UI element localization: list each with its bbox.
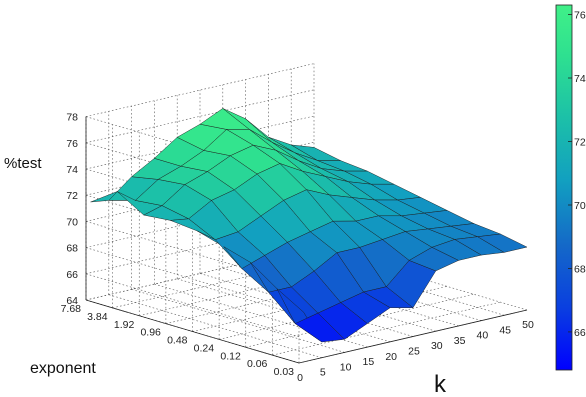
y-tick-label: 0.06 bbox=[247, 358, 268, 370]
colorbar-tick-label: 68 bbox=[574, 263, 586, 275]
grid-line bbox=[85, 89, 315, 144]
colorbar-tick-label: 72 bbox=[574, 137, 586, 149]
x-tick-label: 0 bbox=[297, 372, 303, 384]
colorbar-strip bbox=[555, 4, 573, 371]
z-tick-label: 68 bbox=[66, 243, 78, 255]
z-tick-label: 72 bbox=[66, 190, 78, 202]
y-tick-label: 3.84 bbox=[87, 311, 108, 323]
grid-line bbox=[85, 273, 300, 338]
x-tick-label: 5 bbox=[320, 367, 326, 379]
grid-line bbox=[245, 293, 474, 348]
surface-face bbox=[477, 233, 528, 253]
x-tick-label: 50 bbox=[522, 319, 534, 331]
y-tick-label: 0.96 bbox=[140, 327, 161, 339]
y-axis-label: exponent bbox=[30, 360, 96, 377]
z-axis-label: %test bbox=[4, 155, 42, 172]
y-tick-label: 0.12 bbox=[220, 350, 241, 362]
z-tick-label: 66 bbox=[66, 269, 78, 281]
grid-line bbox=[85, 247, 300, 311]
grid-line bbox=[154, 283, 368, 348]
z-tick-label: 76 bbox=[66, 138, 78, 150]
x-tick-label: 20 bbox=[385, 351, 397, 363]
x-tick-label: 40 bbox=[477, 330, 489, 342]
grid-line bbox=[85, 221, 300, 285]
colorbar-ticks: 66 68 70 72 74 76 bbox=[568, 10, 586, 339]
y-tick-label: 0.24 bbox=[194, 342, 215, 354]
y-tick-label: 0.48 bbox=[167, 335, 188, 347]
colorbar: 66 68 70 72 74 76 bbox=[555, 4, 586, 371]
x-tick-label: 15 bbox=[363, 356, 375, 368]
colorbar-tick-label: 66 bbox=[574, 327, 586, 339]
z-tick-label: 70 bbox=[66, 216, 78, 228]
grid-line bbox=[272, 301, 501, 356]
colorbar-tick-label: 70 bbox=[574, 200, 586, 212]
x-tick-label: 10 bbox=[340, 361, 352, 373]
y-tick-label: 7.68 bbox=[61, 303, 82, 315]
surface-plot bbox=[90, 108, 528, 343]
x-axis-line bbox=[298, 309, 528, 364]
y-tick-label: 0.03 bbox=[274, 366, 295, 378]
grid-line bbox=[85, 115, 315, 170]
x-tick-label: 25 bbox=[408, 346, 420, 358]
x-tick-label: 45 bbox=[499, 324, 511, 336]
x-axis-label: k bbox=[434, 371, 447, 397]
y-axis-line bbox=[85, 299, 300, 364]
grid-line bbox=[85, 63, 315, 117]
x-tick-label: 30 bbox=[431, 340, 443, 352]
z-tick-label: 78 bbox=[66, 112, 78, 124]
axis-ticks: 0 5 10 15 20 25 30 35 40 45 50 0.03 0.06 0.12 0.24 0.48… bbox=[61, 112, 534, 384]
x-tick-label: 35 bbox=[454, 335, 466, 347]
colorbar-tick-label: 76 bbox=[574, 10, 586, 22]
y-tick-label: 1.92 bbox=[114, 319, 135, 331]
z-tick-label: 64 bbox=[66, 295, 78, 307]
z-tick-label: 74 bbox=[66, 164, 78, 176]
colorbar-tick-label: 74 bbox=[574, 73, 586, 85]
